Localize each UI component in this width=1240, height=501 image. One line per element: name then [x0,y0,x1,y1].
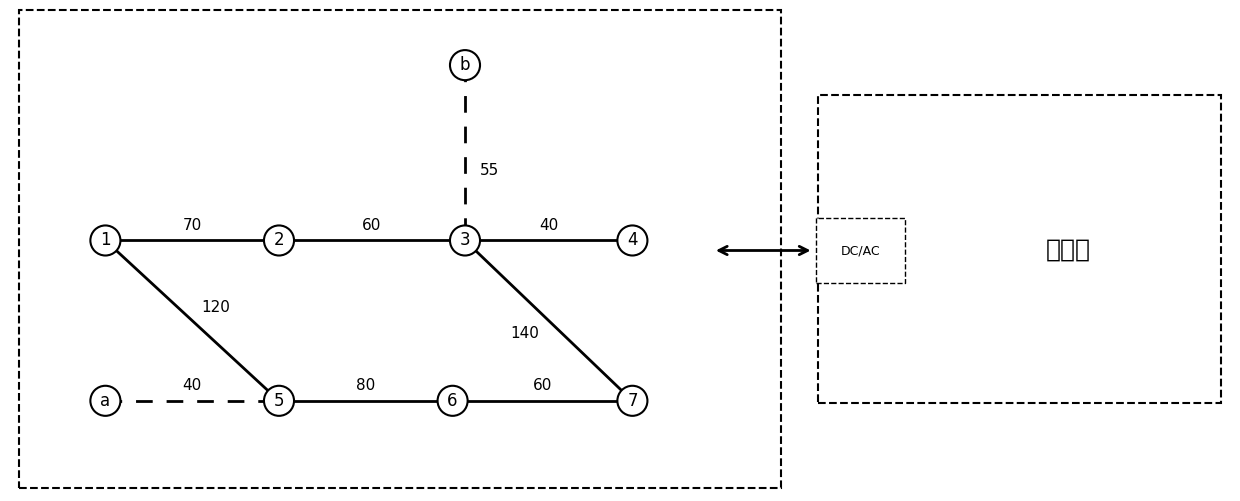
Bar [19,10,781,488]
Ellipse shape [618,386,647,416]
Ellipse shape [264,225,294,256]
Text: 80: 80 [356,378,376,393]
Bar [818,95,1221,403]
Text: 6: 6 [448,392,458,410]
Ellipse shape [618,225,647,256]
Text: a: a [100,392,110,410]
Text: 70: 70 [182,218,202,233]
Text: 7: 7 [627,392,637,410]
Ellipse shape [91,386,120,416]
Ellipse shape [91,225,120,256]
Ellipse shape [438,386,467,416]
Ellipse shape [450,225,480,256]
Text: 5: 5 [274,392,284,410]
Text: 40: 40 [539,218,558,233]
Ellipse shape [264,386,294,416]
Text: 1: 1 [100,231,110,249]
Text: 120: 120 [201,300,229,315]
Text: 60: 60 [533,378,552,393]
Text: 55: 55 [480,163,500,178]
Bar [816,218,905,283]
Text: 40: 40 [182,378,202,393]
Ellipse shape [450,50,480,80]
Text: b: b [460,56,470,74]
Text: 2: 2 [274,231,284,249]
Text: 4: 4 [627,231,637,249]
Text: 大电网: 大电网 [1045,237,1091,261]
Text: 140: 140 [511,326,539,341]
Text: DC/AC: DC/AC [841,244,880,257]
Text: 3: 3 [460,231,470,249]
Text: 60: 60 [362,218,382,233]
